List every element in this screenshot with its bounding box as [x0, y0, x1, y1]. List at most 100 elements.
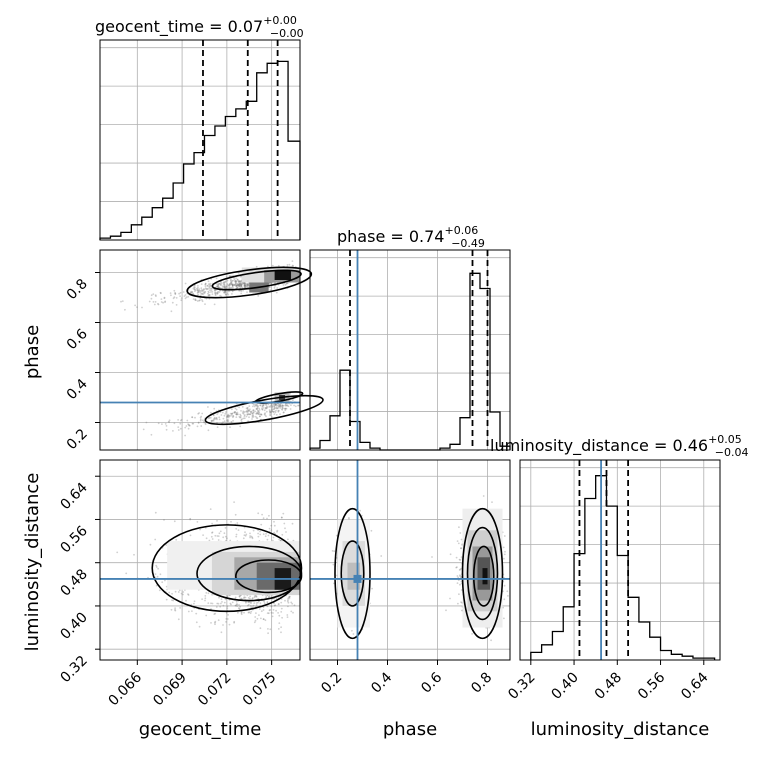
- sample-point: [225, 416, 228, 418]
- sample-point: [271, 406, 274, 409]
- sample-point: [224, 281, 227, 283]
- sample-point: [208, 294, 211, 297]
- sample-point: [245, 601, 247, 604]
- sample-point: [204, 595, 207, 597]
- sample-point: [261, 408, 264, 411]
- sample-point: [255, 407, 258, 410]
- sample-point: [291, 522, 294, 525]
- sample-point: [240, 282, 243, 285]
- sample-point: [238, 406, 241, 409]
- sample-point: [172, 599, 175, 602]
- sample-point: [260, 413, 263, 416]
- sample-point: [249, 535, 252, 537]
- sample-point: [184, 434, 187, 437]
- sample-point: [235, 527, 238, 530]
- sample-point: [242, 410, 245, 413]
- sample-point: [261, 513, 263, 516]
- sample-point: [243, 534, 246, 537]
- sample-point: [284, 599, 286, 602]
- sample-point: [206, 287, 209, 290]
- sample-point: [182, 593, 184, 596]
- sample-point: [200, 289, 203, 291]
- sample-point: [258, 415, 261, 418]
- sample-point: [197, 291, 200, 294]
- sample-point: [218, 291, 221, 293]
- panel-frame: [99, 459, 301, 661]
- sample-point: [231, 284, 234, 287]
- y-tick-label: 0.2: [64, 426, 91, 453]
- sample-point: [204, 283, 207, 286]
- sample-point: [284, 407, 287, 410]
- sample-point: [281, 409, 284, 411]
- sample-point: [236, 286, 239, 289]
- sample-point: [219, 282, 222, 285]
- sample-point: [459, 575, 462, 578]
- sample-point: [209, 508, 212, 510]
- sample-point: [204, 282, 207, 285]
- sample-point: [225, 618, 228, 620]
- sample-point: [173, 422, 176, 425]
- sample-point: [210, 622, 212, 624]
- sample-point: [190, 290, 193, 293]
- sample-point: [380, 555, 383, 557]
- sample-point: [221, 601, 223, 603]
- sample-point: [248, 416, 250, 419]
- sample-point: [286, 404, 289, 407]
- sample-point: [284, 407, 287, 410]
- sample-point: [194, 290, 196, 293]
- sample-point: [292, 611, 294, 614]
- sample-point: [188, 424, 191, 427]
- sample-point: [250, 535, 253, 538]
- sample-point: [262, 618, 265, 621]
- sample-point: [491, 501, 493, 503]
- sample-point: [142, 428, 145, 431]
- sample-point: [265, 407, 267, 409]
- sample-point: [216, 413, 219, 415]
- sample-point: [286, 600, 289, 603]
- sample-point: [359, 509, 361, 512]
- sample-point: [222, 283, 225, 286]
- sample-point: [243, 285, 246, 287]
- sample-point: [261, 407, 263, 410]
- sample-point: [458, 593, 460, 596]
- sample-point: [460, 538, 463, 541]
- sample-point: [263, 602, 266, 605]
- sample-point: [225, 621, 227, 623]
- sample-point: [276, 287, 279, 289]
- sample-point: [253, 621, 256, 624]
- x-tick-label: 0.6: [418, 669, 445, 696]
- sample-point: [257, 411, 260, 414]
- sample-point: [154, 301, 157, 303]
- sample-point: [247, 283, 249, 286]
- sample-point: [255, 604, 258, 606]
- sample-point: [227, 413, 230, 416]
- sample-point: [279, 413, 281, 416]
- sample-point: [207, 294, 210, 296]
- sample-point: [235, 412, 238, 414]
- sample-point: [141, 306, 143, 309]
- sample-point: [233, 284, 236, 287]
- sample-point: [227, 290, 229, 293]
- sample-point: [268, 595, 270, 598]
- sample-point: [228, 623, 231, 626]
- sample-point: [250, 410, 253, 413]
- sample-point: [214, 292, 217, 295]
- sample-point: [246, 407, 249, 410]
- sample-point: [241, 286, 244, 289]
- sample-point: [230, 414, 232, 417]
- sample-point: [217, 290, 220, 293]
- sample-point: [207, 406, 209, 408]
- sample-point: [246, 283, 249, 286]
- sample-point: [216, 285, 218, 288]
- sample-point: [201, 412, 204, 415]
- sample-point: [249, 604, 252, 607]
- sample-point: [174, 609, 177, 612]
- sample-point: [186, 419, 189, 422]
- sample-point: [206, 288, 209, 290]
- contour-line: [340, 540, 365, 607]
- sample-point: [194, 286, 196, 289]
- sample-point: [222, 624, 224, 626]
- sample-point: [236, 522, 239, 524]
- sample-point: [202, 293, 205, 296]
